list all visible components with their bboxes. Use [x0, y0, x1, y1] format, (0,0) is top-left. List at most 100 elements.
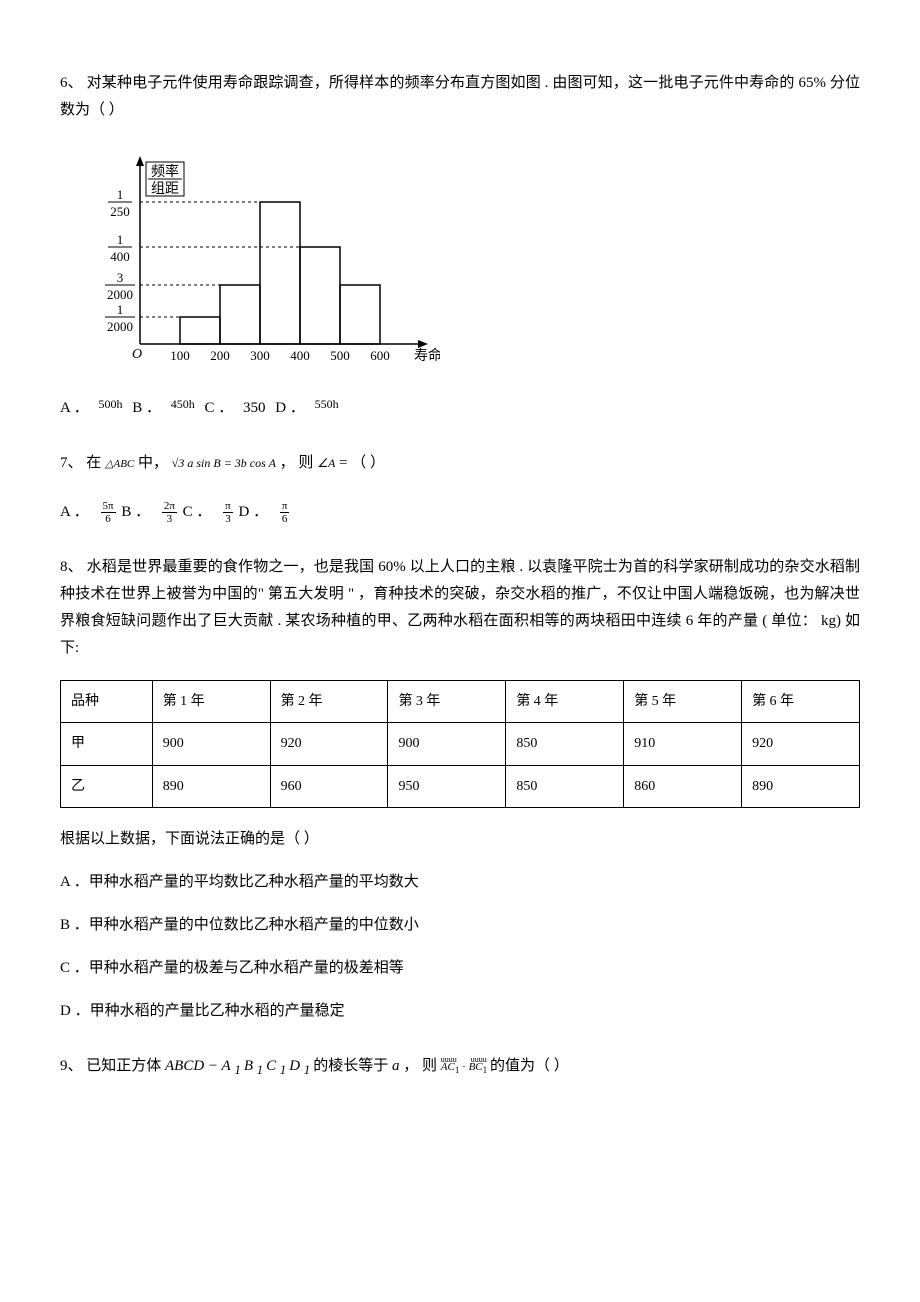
- q9-c: C: [266, 1058, 276, 1074]
- q9-mid: 的棱长等于: [313, 1058, 392, 1074]
- q7-b-num: 2π: [162, 500, 177, 513]
- q8-opt-c: C ．甲种水稻产量的极差与乙种水稻产量的极差相等: [60, 955, 860, 982]
- th-2: 第 2 年: [270, 681, 388, 723]
- q8-table: 品种 第 1 年 第 2 年 第 3 年 第 4 年 第 5 年 第 6 年 甲…: [60, 680, 860, 808]
- td-r1c6: 890: [742, 765, 860, 807]
- svg-text:3: 3: [117, 270, 124, 285]
- td-r1c1: 890: [152, 765, 270, 807]
- q7-d-num: π: [280, 500, 290, 513]
- q7-mid: 中，: [138, 455, 172, 471]
- q7-options: A ． 5π 6 B ． 2π 3 C ． π 3 D ． π 6: [60, 499, 860, 526]
- td-r0c6: 920: [742, 723, 860, 765]
- td-r1c3: 950: [388, 765, 506, 807]
- svg-text:300: 300: [250, 348, 270, 363]
- q7-text: 7、 在 △ABC 中， √3 a sin B = 3b cos A ， 则 ∠…: [60, 450, 860, 477]
- td-r1c2: 960: [270, 765, 388, 807]
- td-r1c5: 860: [624, 765, 742, 807]
- th-0: 品种: [61, 681, 153, 723]
- svg-text:2000: 2000: [107, 319, 133, 334]
- q6-opt-c-val: 350: [243, 395, 266, 422]
- svg-text:200: 200: [210, 348, 230, 363]
- svg-text:400: 400: [290, 348, 310, 363]
- q7-opt-d-frac: π 6: [280, 500, 290, 525]
- q8-opt-a: A ．甲种水稻产量的平均数比乙种水稻产量的平均数大: [60, 869, 860, 896]
- q8-opt-b: B ．甲种水稻产量的中位数比乙种水稻产量的中位数小: [60, 912, 860, 939]
- q6-histogram: 频率 组距 1 250 1 400 3 2000 1 2000 O: [80, 144, 860, 374]
- q7-c-num: π: [223, 500, 233, 513]
- th-3: 第 3 年: [388, 681, 506, 723]
- q8-text: 8、 水稻是世界最重要的食作物之一，也是我国 60% 以上人口的主粮 . 以袁隆…: [60, 554, 860, 662]
- q9-sub1c: 1: [280, 1063, 289, 1077]
- q9-cube: ABCD − A: [165, 1058, 231, 1074]
- td-r1c0: 乙: [61, 765, 153, 807]
- table-header-row: 品种 第 1 年 第 2 年 第 3 年 第 4 年 第 5 年 第 6 年: [61, 681, 860, 723]
- q6-opt-d-label: D ．: [275, 395, 305, 422]
- q8-opt-d: D ．甲种水稻的产量比乙种水稻的产量稳定: [60, 998, 860, 1025]
- q7-prefix: 7、 在: [60, 455, 101, 471]
- q9-sub1a: 1: [234, 1063, 243, 1077]
- td-r0c0: 甲: [61, 723, 153, 765]
- q9-sub1b: 1: [257, 1063, 266, 1077]
- q7-tail: = （ ）: [339, 455, 385, 471]
- td-r0c1: 900: [152, 723, 270, 765]
- td-r0c4: 850: [506, 723, 624, 765]
- q6-opt-d-val: 550h: [315, 394, 339, 416]
- q7-c-den: 3: [223, 513, 233, 525]
- q6-options: A ． 500h B ． 450h C ． 350 D ． 550h: [60, 394, 860, 422]
- q9-prefix: 9、 已知正方体: [60, 1058, 165, 1074]
- question-9: 9、 已知正方体 ABCD − A 1 B 1 C 1 D 1 的棱长等于 a …: [60, 1053, 860, 1082]
- q7-opt-a-frac: 5π 6: [101, 500, 116, 525]
- q6-opt-b-val: 450h: [171, 394, 195, 416]
- th-5: 第 5 年: [624, 681, 742, 723]
- th-6: 第 6 年: [742, 681, 860, 723]
- svg-text:400: 400: [110, 249, 130, 264]
- q7-triangle: △ABC: [105, 458, 134, 470]
- q7-suffix: ， 则: [280, 455, 314, 471]
- svg-text:100: 100: [170, 348, 190, 363]
- q7-opt-b-label: B ．: [121, 499, 150, 526]
- svg-text:寿命(h): 寿命(h): [414, 347, 440, 364]
- q9-text: 9、 已知正方体 ABCD − A 1 B 1 C 1 D 1 的棱长等于 a …: [60, 1053, 860, 1082]
- q6-opt-b-label: B ．: [132, 395, 161, 422]
- q7-angle: ∠A: [317, 456, 335, 470]
- svg-text:1: 1: [117, 302, 124, 317]
- q9-a: a: [392, 1058, 400, 1074]
- q7-formula: √3 a sin B = 3b cos A: [172, 456, 276, 470]
- td-r0c5: 910: [624, 723, 742, 765]
- q6-opt-a-val: 500h: [99, 394, 123, 416]
- table-row: 甲 900 920 900 850 910 920: [61, 723, 860, 765]
- td-r1c4: 850: [506, 765, 624, 807]
- svg-text:500: 500: [330, 348, 350, 363]
- svg-text:组距: 组距: [151, 181, 179, 197]
- q9-tail: 的值为（ ）: [490, 1058, 569, 1074]
- q7-a-num: 5π: [101, 500, 116, 513]
- table-row: 乙 890 960 950 850 860 890: [61, 765, 860, 807]
- q8-subtext: 根据以上数据，下面说法正确的是（ ）: [60, 826, 860, 853]
- q7-opt-b-frac: 2π 3: [162, 500, 177, 525]
- th-4: 第 4 年: [506, 681, 624, 723]
- svg-text:1: 1: [117, 232, 124, 247]
- q9-b: B: [244, 1058, 253, 1074]
- q9-vectors: uuuu AC1 · uuuu BC1: [441, 1061, 490, 1073]
- q9-comma: ， 则: [403, 1058, 441, 1074]
- q9-d: D: [289, 1058, 300, 1074]
- q9-sub1d: 1: [304, 1063, 313, 1077]
- q7-opt-a-label: A ．: [60, 499, 89, 526]
- svg-text:O: O: [132, 347, 142, 362]
- svg-text:250: 250: [110, 204, 130, 219]
- th-1: 第 1 年: [152, 681, 270, 723]
- q7-a-den: 6: [101, 513, 116, 525]
- q7-opt-c-label: C ．: [183, 499, 212, 526]
- q6-text: 6、 对某种电子元件使用寿命跟踪调查，所得样本的频率分布直方图如图 . 由图可知…: [60, 70, 860, 124]
- q8-options: A ．甲种水稻产量的平均数比乙种水稻产量的平均数大 B ．甲种水稻产量的中位数比…: [60, 869, 860, 1025]
- svg-text:频率: 频率: [151, 163, 179, 180]
- td-r0c3: 900: [388, 723, 506, 765]
- q6-opt-a-label: A ．: [60, 395, 89, 422]
- q6-opt-c-label: C ．: [205, 395, 234, 422]
- question-7: 7、 在 △ABC 中， √3 a sin B = 3b cos A ， 则 ∠…: [60, 450, 860, 526]
- td-r0c2: 920: [270, 723, 388, 765]
- question-8: 8、 水稻是世界最重要的食作物之一，也是我国 60% 以上人口的主粮 . 以袁隆…: [60, 554, 860, 1025]
- q9-dot: ·: [462, 1061, 466, 1073]
- question-6: 6、 对某种电子元件使用寿命跟踪调查，所得样本的频率分布直方图如图 . 由图可知…: [60, 70, 860, 422]
- svg-text:1: 1: [117, 187, 124, 202]
